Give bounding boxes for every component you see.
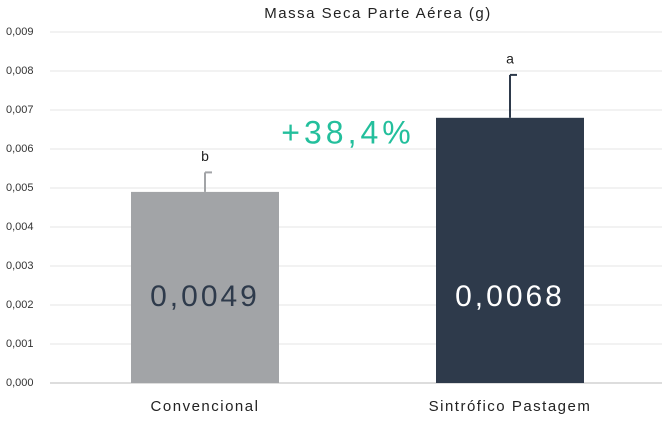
y-tick-label: 0,000 (6, 377, 34, 389)
y-tick-label: 0,003 (6, 260, 34, 272)
y-tick-label: 0,002 (6, 299, 34, 311)
chart-title: Massa Seca Parte Aérea (g) (264, 5, 491, 22)
value-label: 0,0068 (455, 280, 565, 313)
x-tick-label: Convencional (151, 398, 260, 415)
y-tick-label: 0,004 (6, 221, 34, 233)
y-tick-label: 0,001 (6, 338, 34, 350)
annotation: +38,4% (281, 114, 414, 150)
y-tick-label: 0,008 (6, 65, 34, 77)
x-tick-label: Sintrófico Pastagem (429, 398, 592, 415)
y-tick-label: 0,007 (6, 104, 34, 116)
bar (131, 191, 279, 383)
y-tick-label: 0,006 (6, 143, 34, 155)
value-label: 0,0049 (150, 280, 260, 313)
y-tick-label: 0,005 (6, 182, 34, 194)
bar (436, 117, 584, 384)
significance-letter: b (201, 148, 209, 164)
y-tick-label: 0,009 (6, 26, 34, 38)
significance-letter: a (506, 51, 514, 67)
